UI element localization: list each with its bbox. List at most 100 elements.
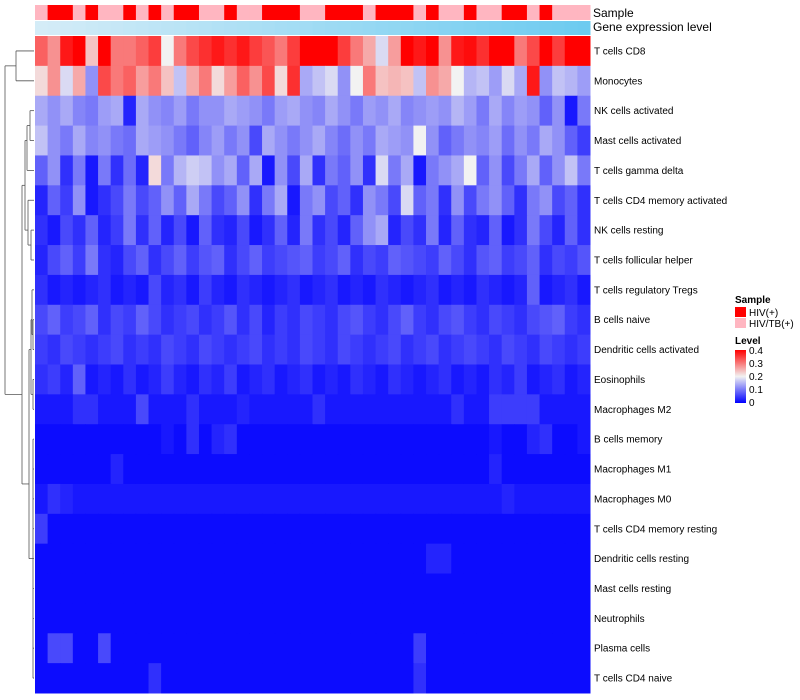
heat-cell [325,364,339,395]
heat-cell [98,543,112,575]
heat-cell [451,245,465,276]
sample-cell [173,5,187,20]
heat-cell [564,633,578,664]
heat-cell [35,513,49,545]
heat-cell [148,454,162,485]
heat-cell [476,364,490,395]
legend-label-hivtb: HIV/TB(+) [749,319,794,330]
heat-cell [438,573,452,604]
heat-cell [489,573,503,604]
heat-cell [274,215,288,246]
heat-cell [236,543,250,575]
heat-cell [400,245,414,276]
heat-cell [161,185,175,216]
heat-cell [148,603,162,634]
heat-cell [236,36,250,67]
heat-cell [438,185,452,216]
heat-cell [325,36,339,67]
heat-cell [552,483,566,515]
sample-cell [60,5,74,20]
heat-cell [135,513,150,545]
heat-cell [312,513,326,545]
heat-cell [135,573,150,604]
heat-cell [526,424,541,455]
heat-cell [249,454,263,485]
heat-cell [161,155,175,186]
heat-cell [262,364,276,395]
heat-cell [224,633,238,664]
sample-cell [539,5,553,20]
heat-cell [123,334,137,365]
heat-cell [375,633,389,664]
heat-cell [514,364,528,395]
heatmap-cells [35,36,591,694]
heat-cell [539,394,553,425]
heat-cell [362,454,377,485]
heat-cell [312,155,326,186]
heat-cell [85,543,99,575]
heat-cell [312,454,326,485]
heat-cell [362,633,377,664]
heat-cell [362,394,377,425]
sample-cell [501,5,515,20]
heat-cell [148,633,162,664]
heat-cell [388,65,402,97]
expression-cell [312,21,326,35]
heat-cell [110,573,124,604]
sample-cell [236,5,250,20]
expression-cell [262,21,276,35]
heat-cell [224,36,238,67]
heat-cell [337,424,351,455]
heat-cell [110,185,124,216]
heat-cell [98,155,112,186]
heat-cell [476,603,490,634]
heat-cell [161,304,175,336]
heat-cell [198,513,213,545]
heat-cell [350,633,364,664]
heat-cell [198,394,213,425]
heat-cell [476,185,490,216]
heat-cell [198,125,213,156]
expression-cell [451,21,465,35]
heat-cell [60,36,74,67]
heat-cell [552,633,566,664]
heat-cell [501,334,515,365]
heat-cell [123,185,137,216]
heat-cell [501,663,515,694]
heat-cell [337,65,351,97]
expression-cell [375,21,389,35]
heat-cell [325,155,339,186]
heat-cell [224,454,238,485]
expression-cell [463,21,477,35]
heat-cell [337,334,351,365]
row-dendrogram [4,50,34,679]
heat-cell [337,663,351,694]
heat-cell [60,603,74,634]
heat-cell [375,304,389,336]
heat-cell [388,95,402,127]
heat-cell [375,543,389,575]
heat-cell [426,185,440,216]
heat-cell [413,394,427,425]
heat-cell [98,573,112,604]
heat-cell [312,245,326,276]
heat-cell [375,274,389,306]
sample-cell [211,5,225,20]
heat-cell [362,274,377,306]
heat-cell [438,543,452,575]
heat-cell [312,185,326,216]
heat-cell [224,155,238,186]
row-label: NK cells resting [594,226,663,237]
heat-cell [526,394,541,425]
sample-cell [35,5,49,20]
heat-cell [451,215,465,246]
heat-cell [463,483,477,515]
heat-cell [337,454,351,485]
heat-cell [198,155,213,186]
heat-cell [362,36,377,67]
heat-cell [236,274,250,306]
heat-cell [552,513,566,545]
heat-cell [98,245,112,276]
heat-cell [173,394,187,425]
sample-cell [72,5,86,20]
